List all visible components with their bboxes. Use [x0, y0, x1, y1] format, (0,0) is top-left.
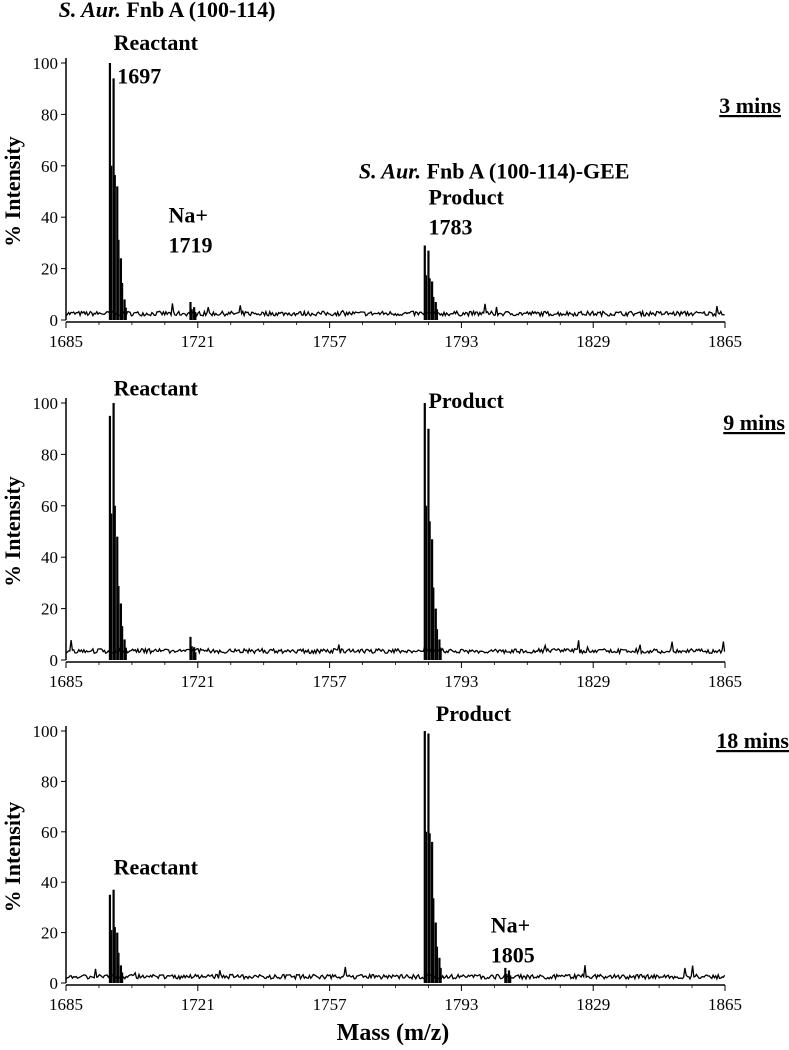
spectrum-panel-9-mins: 1685 1721 1757 1793 1829 1865 0 20 40 60 80 100 % In… [0, 375, 785, 691]
peak-annotation: Product [436, 701, 512, 726]
y-tick-label: 0 [50, 974, 59, 993]
y-tick-label: 0 [50, 311, 59, 330]
time-label: 9 mins [723, 410, 785, 435]
peak-annotation: S. Aur. Fnb A (100-114)-GEE [359, 159, 630, 184]
x-tick-label: 1865 [708, 995, 742, 1014]
y-axis-label: % Intensity [0, 476, 25, 587]
peak-annotation: 1697 [117, 64, 161, 89]
y-tick-label: 80 [41, 772, 58, 791]
x-tick-label: 1829 [576, 332, 610, 351]
x-tick-label: 1757 [313, 995, 348, 1014]
peak-annotation: 1719 [169, 232, 213, 257]
x-tick-label: 1793 [444, 995, 478, 1014]
spectrum-panel-18-mins: 1685 1721 1757 1793 1829 1865 0 20 40 60 80 100 % In… [0, 701, 789, 1014]
x-tick-label: 1721 [181, 995, 215, 1014]
peak-annotation: Reactant [114, 855, 199, 880]
peak-annotation: Reactant [114, 375, 199, 400]
y-tick-label: 0 [50, 651, 59, 670]
y-tick-label: 80 [41, 105, 58, 124]
x-tick-label: 1685 [49, 332, 83, 351]
peak-annotation: S. Aur. Fnb A (100-114) [59, 0, 276, 22]
time-label: 18 mins [716, 728, 789, 753]
x-tick-label: 1865 [708, 332, 742, 351]
x-tick-label: 1757 [313, 672, 348, 691]
spectrum-baseline-trace [65, 965, 726, 981]
y-tick-label: 80 [41, 445, 58, 464]
x-tick-label: 1865 [708, 672, 742, 691]
peak-annotation: Reactant [114, 30, 199, 55]
spectrum-baseline-trace [65, 303, 725, 319]
y-tick-label: 60 [41, 157, 58, 176]
x-tick-label: 1793 [444, 672, 478, 691]
y-tick-label: 60 [41, 497, 58, 516]
peak-annotation: Product [428, 388, 504, 413]
spectrum-panel-3-mins: 1685 1721 1757 1793 1829 1865 0 20 40 60 80 100 % In… [0, 0, 781, 351]
y-axis-label: % Intensity [0, 802, 25, 913]
x-tick-label: 1793 [444, 332, 478, 351]
y-tick-label: 20 [41, 600, 58, 619]
y-tick-label: 60 [41, 823, 58, 842]
y-axis-label: % Intensity [0, 136, 25, 247]
x-tick-label: 1685 [49, 995, 83, 1014]
peak-annotation: Na+ [169, 202, 208, 227]
x-tick-label: 1685 [49, 672, 83, 691]
peak-annotation: 1783 [428, 214, 472, 239]
peak-annotation: 1805 [491, 943, 535, 968]
y-tick-label: 40 [41, 208, 58, 227]
y-tick-label: 20 [41, 924, 58, 943]
x-tick-label: 1829 [576, 672, 610, 691]
x-axis-label: Mass (m/z) [337, 1020, 450, 1046]
y-tick-label: 40 [41, 548, 58, 567]
peak-annotation: Na+ [491, 913, 530, 938]
y-tick-label: 100 [33, 54, 59, 73]
y-tick-label: 40 [41, 873, 58, 892]
y-tick-label: 100 [33, 394, 59, 413]
spectrum-baseline-trace [65, 640, 726, 656]
x-tick-label: 1721 [181, 332, 215, 351]
y-tick-label: 20 [41, 260, 58, 279]
time-label: 3 mins [719, 93, 781, 118]
peak-annotation: Product [428, 184, 504, 209]
x-tick-label: 1757 [313, 332, 348, 351]
x-tick-label: 1829 [576, 995, 610, 1014]
y-tick-label: 100 [33, 722, 59, 741]
x-tick-label: 1721 [181, 672, 215, 691]
